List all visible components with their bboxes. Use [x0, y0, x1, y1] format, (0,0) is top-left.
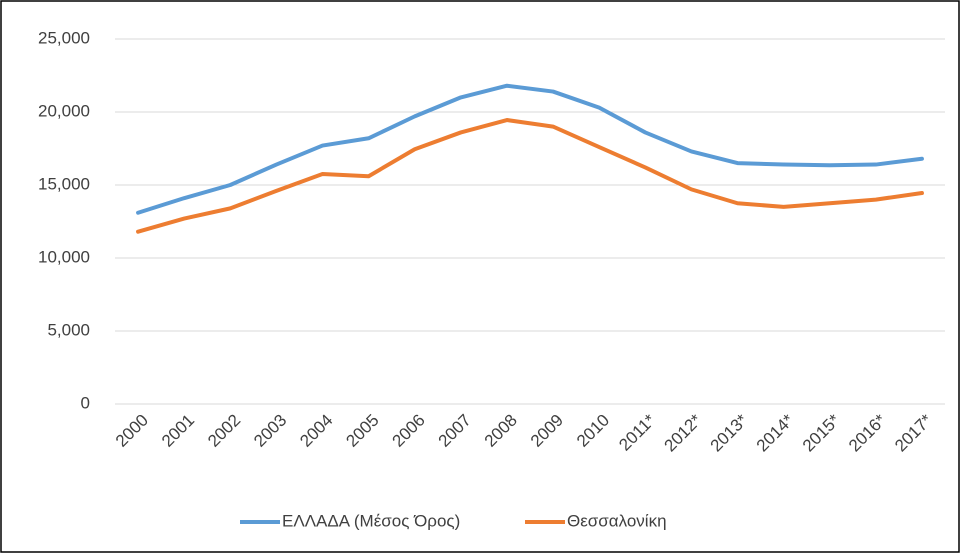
series-line [136, 118, 924, 234]
y-tick-label: 20,000 [38, 101, 90, 120]
series-line [136, 83, 924, 215]
y-tick-label: 10,000 [38, 247, 90, 266]
y-tick-label: 15,000 [38, 174, 90, 193]
legend-label: Θεσσαλονίκη [567, 511, 667, 530]
y-tick-label: 0 [81, 393, 90, 412]
y-tick-label: 25,000 [38, 28, 90, 47]
y-tick-label: 5,000 [47, 320, 90, 339]
legend-label: ΕΛΛΑΔΑ (Μέσος Όρος) [282, 511, 460, 530]
